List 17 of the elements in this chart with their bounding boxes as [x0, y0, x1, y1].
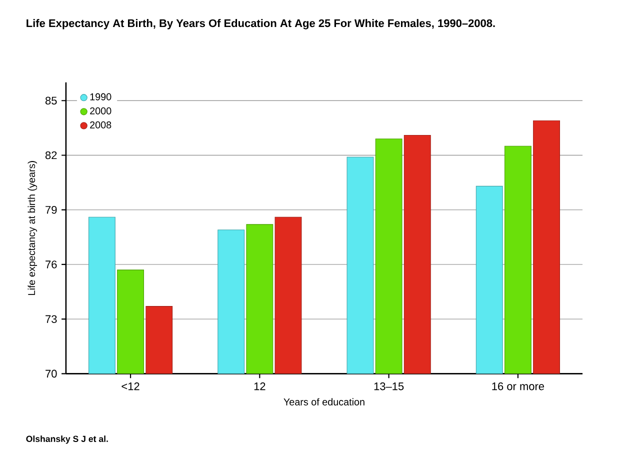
x-tick-label: <12 [122, 382, 140, 390]
chart-title: Life Expectancy At Birth, By Years Of Education At Age 25 For White Females, 1990–2008. [26, 18, 495, 30]
y-tick-label: 73 [46, 315, 57, 323]
y-axis-title: Life expectancy at birth (years) [28, 160, 38, 295]
legend-label: 1990 [90, 93, 112, 100]
y-tick-label: 85 [45, 96, 57, 104]
x-tick-label: 13–15 [374, 382, 404, 390]
y-tick-label: 82 [45, 151, 57, 160]
legend-label: 2000 [90, 107, 112, 114]
legend-label: 2008 [90, 121, 112, 128]
x-axis-title: Years of education [284, 398, 364, 406]
y-tick-label: 79 [46, 206, 57, 214]
y-tick-label: 70 [46, 370, 57, 378]
text: Olshansky S J et al. [26, 435, 108, 444]
x-tick-label: 16 or more [492, 382, 544, 390]
y-tick-label: 76 [46, 260, 57, 268]
x-tick-label: 12 [254, 382, 266, 390]
